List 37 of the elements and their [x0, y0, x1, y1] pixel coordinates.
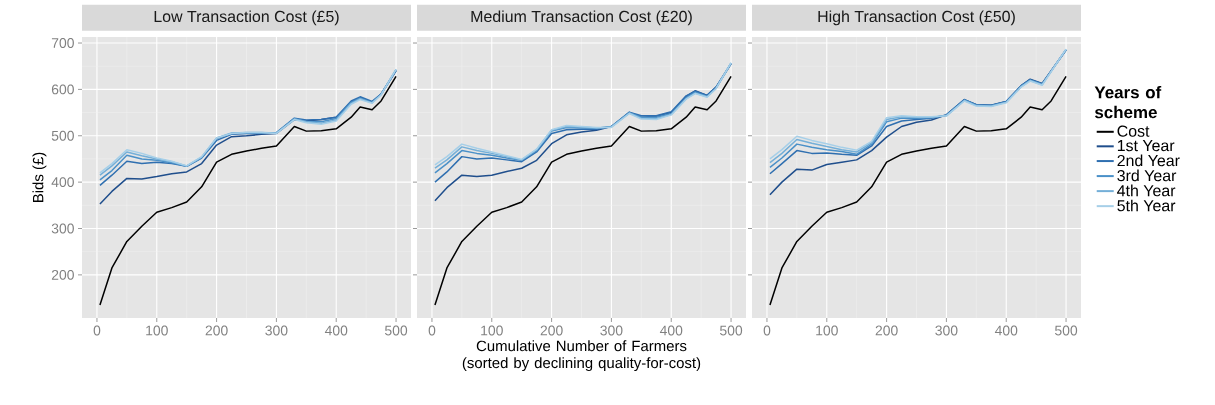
- y-tick-label: 200: [51, 269, 74, 280]
- x-tick-label: 0: [763, 325, 771, 336]
- chart-title: Low Transaction Cost (£5): [154, 10, 339, 26]
- x-tick-label: 300: [935, 325, 958, 336]
- x-tick-label: 400: [324, 325, 348, 336]
- line-series: [99, 75, 397, 306]
- y-tick-label: 600: [51, 84, 74, 95]
- legend-label: 5th Year: [1117, 199, 1176, 212]
- x-tick-label: 100: [816, 325, 838, 336]
- x-tick-label: 400: [994, 325, 1018, 336]
- y-axis-title: Bids (£): [32, 152, 47, 203]
- x-tick-label: 200: [875, 325, 898, 336]
- legend-label: Cost: [1117, 125, 1150, 137]
- x-tick-label: 300: [265, 325, 288, 336]
- x-tick-label: 400: [659, 325, 683, 336]
- x-tick-label: 0: [93, 325, 101, 336]
- x-tick-label: 500: [384, 325, 408, 336]
- x-tick-label: 100: [146, 325, 168, 336]
- legend-title: Years of scheme: [1094, 85, 1162, 119]
- x-tick-label: 300: [600, 325, 623, 336]
- chart-title: High Transaction Cost (£50): [818, 10, 1015, 26]
- x-tick-label: 500: [1054, 325, 1078, 336]
- x-axis-title: Cumulative Number of Farmers (sorted by declining quality-for-cost): [462, 340, 701, 372]
- y-tick-label: 300: [51, 223, 74, 234]
- legend-label: 4th Year: [1117, 184, 1176, 197]
- x-tick-label: 100: [481, 325, 503, 336]
- x-tick-label: 0: [428, 325, 436, 336]
- legend-label: 3rd Year: [1117, 169, 1177, 182]
- x-tick-label: 200: [205, 325, 228, 336]
- x-tick-label: 500: [719, 325, 743, 336]
- chart-title: Medium Transaction Cost (£20): [471, 10, 692, 26]
- legend-label: 2nd Year: [1117, 154, 1180, 167]
- x-tick-label: 200: [540, 325, 563, 336]
- y-tick-label: 500: [51, 130, 74, 141]
- y-tick-label: 700: [51, 38, 74, 48]
- legend-label: 1st Year: [1117, 140, 1175, 152]
- y-tick-label: 400: [51, 177, 74, 188]
